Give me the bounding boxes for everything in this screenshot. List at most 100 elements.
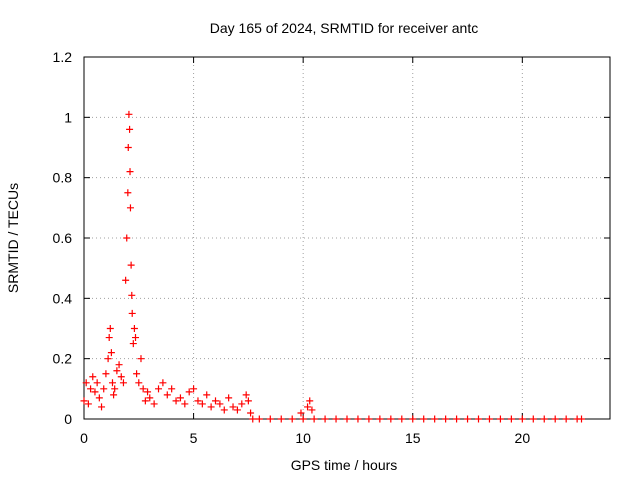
data-point: [354, 415, 362, 423]
data-point: [442, 415, 450, 423]
data-point: [82, 379, 90, 387]
data-point: [562, 415, 570, 423]
data-point: [128, 309, 136, 317]
x-tick-label: 0: [80, 430, 88, 446]
data-point: [212, 397, 219, 405]
data-point: [431, 415, 439, 423]
data-point: [225, 394, 233, 402]
data-point: [105, 334, 113, 342]
data-point: [249, 415, 257, 423]
data-point: [172, 397, 180, 405]
data-point: [98, 403, 106, 411]
data-point: [125, 110, 133, 118]
plot-frame: [83, 56, 611, 420]
data-point: [117, 373, 125, 381]
data-point: [507, 415, 515, 423]
y-tick-label: 0: [64, 411, 72, 427]
data-point: [108, 379, 116, 387]
data-point: [288, 415, 296, 423]
data-point: [126, 204, 134, 212]
data-point: [233, 406, 241, 414]
y-tick-label: 0.4: [53, 290, 73, 306]
data-point: [266, 415, 274, 423]
data-point: [133, 370, 141, 378]
x-tick-label: 5: [190, 430, 198, 446]
data-point: [540, 415, 548, 423]
data-point: [238, 400, 246, 408]
data-point: [159, 379, 167, 387]
y-tick-label: 0.8: [53, 170, 73, 186]
data-point: [255, 415, 263, 423]
data-point: [141, 397, 149, 405]
y-tick-label: 1: [64, 109, 72, 125]
data-point: [343, 415, 351, 423]
data-point: [464, 415, 472, 423]
data-point: [163, 391, 171, 399]
x-tick-label: 20: [515, 430, 531, 446]
data-point: [139, 385, 147, 393]
data-point: [247, 409, 255, 417]
data-point: [409, 415, 417, 423]
data-point: [398, 415, 406, 423]
data-point: [100, 385, 108, 393]
data-point: [113, 367, 121, 375]
data-point: [420, 415, 428, 423]
x-tick-label: 15: [405, 430, 421, 446]
x-tick-label: 10: [295, 430, 311, 446]
y-axis-label: SRMTID / TECUs: [5, 183, 21, 293]
data-point: [123, 234, 131, 242]
data-point: [129, 340, 137, 348]
data-point: [332, 415, 340, 423]
data-point: [107, 349, 115, 357]
data-point: [126, 125, 134, 133]
data-point: [80, 397, 88, 405]
data-point: [128, 291, 136, 299]
data-point: [89, 373, 97, 381]
data-point: [95, 394, 103, 402]
data-point: [146, 394, 154, 402]
data-point: [135, 379, 143, 387]
data-point: [207, 403, 215, 411]
data-point: [194, 397, 202, 405]
data-point: [220, 406, 228, 414]
axis-ticks: [83, 56, 610, 420]
data-point: [176, 394, 184, 402]
y-tick-label: 1.2: [53, 49, 73, 65]
data-point: [496, 415, 504, 423]
data-point: [297, 409, 305, 417]
data-point: [102, 370, 110, 378]
data-point: [115, 361, 123, 369]
chart-title: Day 165 of 2024, SRMTID for receiver ant…: [210, 20, 478, 36]
data-point: [306, 397, 314, 405]
data-point: [216, 400, 224, 408]
data-point: [91, 388, 99, 396]
data-point: [190, 385, 198, 393]
data-point: [124, 144, 132, 151]
data-point: [111, 385, 119, 393]
data-point: [110, 391, 118, 399]
data-point: [137, 355, 145, 363]
data-point: [365, 415, 373, 423]
y-tick-label: 0.6: [53, 230, 73, 246]
data-point: [87, 385, 95, 393]
data-point: [453, 415, 461, 423]
data-point: [310, 415, 318, 423]
data-point: [130, 325, 138, 332]
data-point: [376, 415, 384, 423]
data-point: [126, 168, 134, 176]
x-axis-label: GPS time / hours: [291, 457, 398, 473]
data-point: [321, 415, 329, 423]
data-points: [80, 110, 586, 423]
data-point: [475, 415, 482, 423]
data-point: [551, 415, 559, 423]
data-point: [144, 388, 152, 396]
data-point: [485, 415, 493, 423]
data-point: [578, 415, 586, 423]
data-point: [155, 385, 163, 393]
data-point: [304, 403, 312, 411]
data-point: [104, 355, 112, 363]
data-point: [277, 415, 285, 423]
data-point: [198, 400, 206, 408]
data-point: [106, 325, 114, 332]
